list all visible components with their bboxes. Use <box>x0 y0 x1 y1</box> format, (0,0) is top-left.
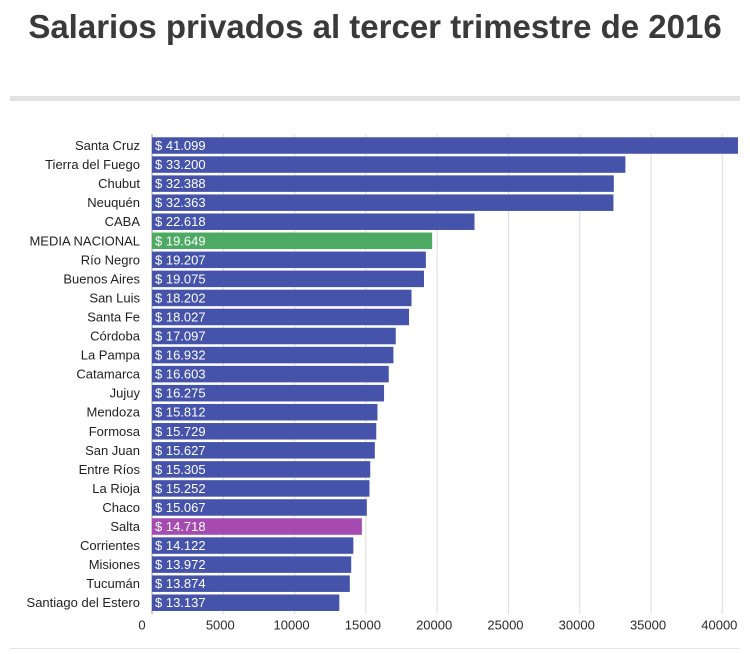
bar <box>152 384 385 402</box>
bar <box>152 461 371 478</box>
category-label: CABA <box>105 214 141 229</box>
bar <box>152 270 424 288</box>
category-label: La Pampa <box>81 348 141 363</box>
bar <box>152 232 433 250</box>
value-label: $ 15.252 <box>155 481 206 496</box>
category-label: Tierra del Fuego <box>45 157 140 172</box>
bar <box>152 480 370 497</box>
x-tick-label: 0 <box>138 617 145 632</box>
bar <box>152 518 362 535</box>
x-tick-label: 10000 <box>274 617 310 632</box>
bar <box>152 156 626 173</box>
category-label: Córdoba <box>90 329 141 344</box>
x-tick-label: 40000 <box>701 617 737 632</box>
bar <box>152 499 367 516</box>
bar <box>152 537 354 554</box>
category-label: Jujuy <box>110 386 141 401</box>
category-label: Corrientes <box>80 538 140 553</box>
bar <box>152 175 614 192</box>
value-label: $ 15.627 <box>155 443 206 458</box>
value-label: $ 16.932 <box>155 348 206 363</box>
bar <box>152 327 396 345</box>
bar <box>152 594 340 611</box>
category-label: Santiago del Estero <box>27 595 140 610</box>
bar <box>152 442 375 459</box>
bar <box>152 365 389 383</box>
bar <box>152 556 352 573</box>
category-label: La Rioja <box>92 481 140 496</box>
bar <box>152 289 412 307</box>
value-label: $ 22.618 <box>155 214 206 229</box>
x-tick-label: 25000 <box>487 617 523 632</box>
value-label: $ 18.202 <box>155 290 206 305</box>
x-tick-label: 15000 <box>345 617 381 632</box>
value-label: $ 32.363 <box>155 195 206 210</box>
value-label: $ 15.067 <box>155 500 206 515</box>
bottom-divider <box>10 648 740 649</box>
value-label: $ 15.812 <box>155 405 206 420</box>
value-label: $ 19.075 <box>155 271 206 286</box>
value-label: $ 15.729 <box>155 424 206 439</box>
x-tick-label: 35000 <box>630 617 666 632</box>
bar <box>152 575 350 592</box>
category-label: San Luis <box>89 290 140 305</box>
bar <box>152 194 614 211</box>
value-label: $ 13.874 <box>155 576 206 591</box>
category-label: Entre Ríos <box>79 462 141 477</box>
x-tick-label: 30000 <box>559 617 595 632</box>
category-label: Santa Fe <box>87 309 140 324</box>
x-tick-label: 20000 <box>416 617 452 632</box>
value-label: $ 13.137 <box>155 595 206 610</box>
value-label: $ 32.388 <box>155 176 206 191</box>
title-divider <box>10 96 740 101</box>
category-label: Neuquén <box>87 195 140 210</box>
category-label: Buenos Aires <box>63 271 140 286</box>
value-label: $ 19.207 <box>155 252 206 267</box>
category-label: MEDIA NACIONAL <box>29 233 140 248</box>
value-label: $ 33.200 <box>155 157 206 172</box>
bar <box>152 251 426 269</box>
category-label: Tucumán <box>86 576 140 591</box>
category-label: Formosa <box>89 424 141 439</box>
bar <box>152 308 410 326</box>
category-label: Chubut <box>98 176 140 191</box>
x-tick-label: 5000 <box>206 617 235 632</box>
category-label: Misiones <box>89 557 141 572</box>
value-label: $ 13.972 <box>155 557 206 572</box>
value-label: $ 15.305 <box>155 462 206 477</box>
value-label: $ 14.718 <box>155 519 206 534</box>
category-label: Salta <box>110 519 140 534</box>
category-label: Chaco <box>102 500 140 515</box>
value-label: $ 16.275 <box>155 386 206 401</box>
category-label: Río Negro <box>81 252 140 267</box>
value-label: $ 14.122 <box>155 538 206 553</box>
value-label: $ 19.649 <box>155 233 206 248</box>
category-label: Catamarca <box>76 367 140 382</box>
bar <box>152 423 377 440</box>
category-label: Santa Cruz <box>75 138 140 153</box>
value-label: $ 41.099 <box>155 138 206 153</box>
bar <box>152 213 475 230</box>
category-label: San Juan <box>85 443 140 458</box>
value-label: $ 18.027 <box>155 309 206 324</box>
bar <box>152 403 378 421</box>
value-label: $ 16.603 <box>155 367 206 382</box>
bar <box>152 137 738 154</box>
value-label: $ 17.097 <box>155 329 206 344</box>
category-label: Mendoza <box>87 405 141 420</box>
bar <box>152 346 394 364</box>
chart-title: Salarios privados al tercer trimestre de… <box>28 8 722 45</box>
